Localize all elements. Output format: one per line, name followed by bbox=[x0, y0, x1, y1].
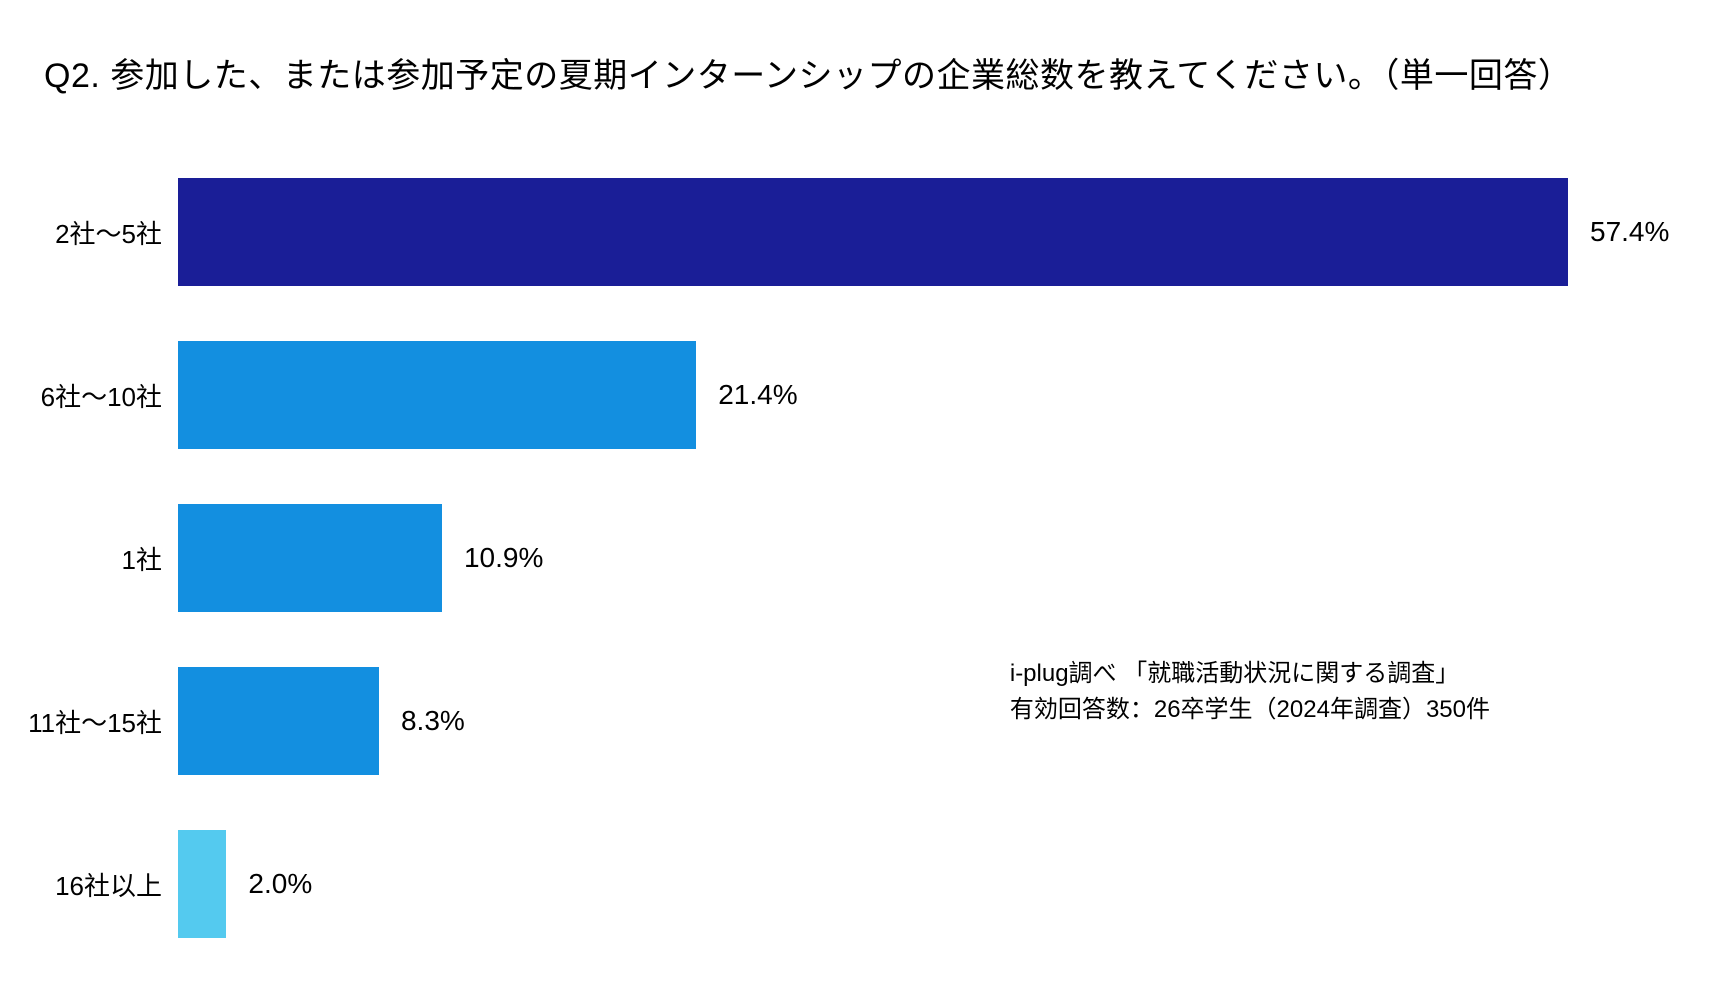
bar bbox=[178, 830, 226, 938]
bar-label: 1社 bbox=[28, 540, 178, 577]
bar-row: 16社以上 2.0% bbox=[28, 830, 1588, 938]
bar-container: 10.9% bbox=[178, 504, 1588, 612]
bar-value: 21.4% bbox=[718, 379, 797, 411]
bar-container: 21.4% bbox=[178, 341, 1588, 449]
bar-label: 16社以上 bbox=[28, 866, 178, 903]
bar bbox=[178, 504, 442, 612]
chart-title: Q2. 参加した、または参加予定の夏期インターンシップの企業総数を教えてください… bbox=[44, 48, 1572, 97]
bar-label: 6社～10社 bbox=[28, 377, 178, 414]
footnote: i-plug調べ 「就職活動状況に関する調査」 有効回答数：26卒学生（2024… bbox=[1010, 656, 1490, 728]
bar-value: 57.4% bbox=[1590, 216, 1669, 248]
bar bbox=[178, 341, 696, 449]
bar-value: 8.3% bbox=[401, 705, 465, 737]
bar bbox=[178, 178, 1568, 286]
bar-label: 11社～15社 bbox=[28, 703, 178, 740]
bar-row: 6社～10社 21.4% bbox=[28, 341, 1588, 449]
bar-label: 2社～5社 bbox=[28, 214, 178, 251]
chart-area: 2社～5社 57.4% 6社～10社 21.4% 1社 10.9% 11社～15… bbox=[28, 178, 1588, 938]
bar-value: 10.9% bbox=[464, 542, 543, 574]
bar-value: 2.0% bbox=[248, 868, 312, 900]
footnote-line-2: 有効回答数：26卒学生（2024年調査）350件 bbox=[1010, 692, 1490, 728]
bar-row: 2社～5社 57.4% bbox=[28, 178, 1588, 286]
footnote-line-1: i-plug調べ 「就職活動状況に関する調査」 bbox=[1010, 656, 1490, 692]
bar bbox=[178, 667, 379, 775]
bar-container: 2.0% bbox=[178, 830, 1588, 938]
bar-row: 1社 10.9% bbox=[28, 504, 1588, 612]
bar-container: 57.4% bbox=[178, 178, 1669, 286]
